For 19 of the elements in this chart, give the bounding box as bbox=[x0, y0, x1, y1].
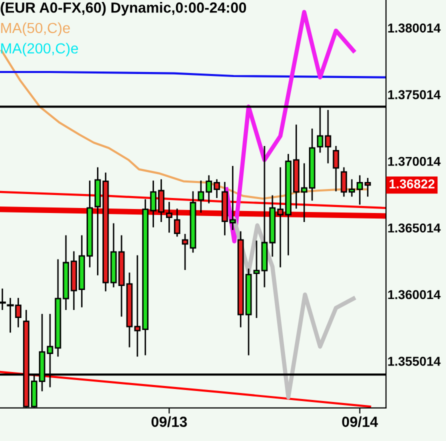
candlestick bbox=[0, 288, 6, 310]
y-tick-label: 1.360014 bbox=[388, 290, 441, 300]
chart-title: (EUR A0-FX,60) Dynamic,0:00-24:00 bbox=[0, 2, 246, 16]
text: 1.36822 bbox=[390, 179, 434, 188]
x-tick-label: 09/13 bbox=[152, 416, 187, 428]
y-tick-label: 1.355014 bbox=[388, 356, 441, 366]
y-tick-label: 1.375014 bbox=[388, 90, 441, 100]
candlestick bbox=[182, 234, 188, 270]
candlestick bbox=[174, 208, 180, 237]
candlestick bbox=[253, 240, 260, 318]
y-tick-label: 1.370014 bbox=[388, 156, 441, 166]
candlestick bbox=[332, 146, 340, 192]
y-tick-label: 1.365014 bbox=[388, 223, 441, 233]
series-label: MA(50,C)e bbox=[1, 22, 70, 36]
legend-label: MA(200,C)e bbox=[1, 42, 78, 56]
y-tick-label: 1.380014 bbox=[388, 24, 441, 33]
candlestick bbox=[166, 202, 172, 233]
candlestick bbox=[324, 110, 332, 164]
x-tick-label: 09/14 bbox=[342, 416, 378, 428]
